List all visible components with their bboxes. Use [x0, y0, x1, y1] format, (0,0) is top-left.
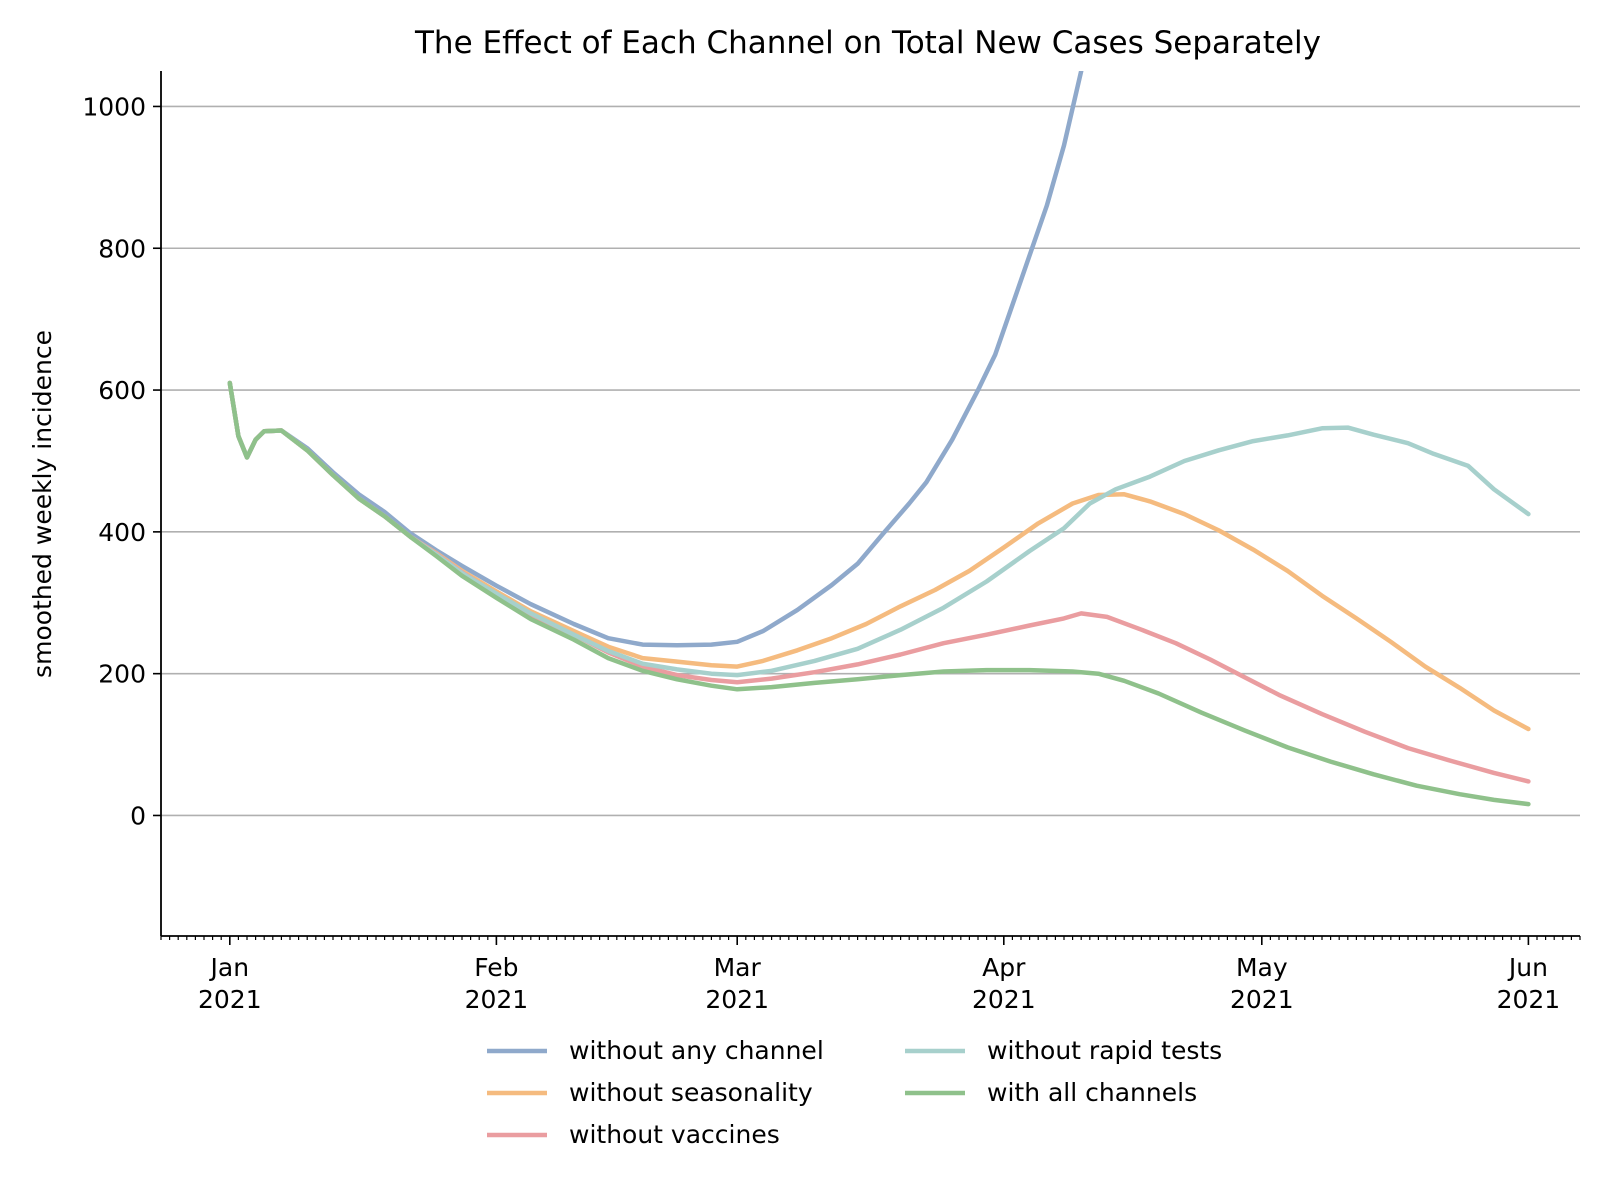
- legend-label: without any channel: [569, 1036, 824, 1065]
- series-line-0: [227, 71, 1084, 648]
- legend-label: without vaccines: [569, 1120, 780, 1149]
- grid-lines: [161, 105, 1580, 817]
- legend-item: without vaccines: [487, 1120, 780, 1149]
- y-ticks: 0 200 400 600 800 1000: [82, 92, 161, 830]
- y-tick-label: 800: [98, 234, 146, 263]
- y-tick-label: 600: [98, 376, 146, 405]
- y-tick-label: 1000: [82, 92, 146, 121]
- axes: [160, 71, 1580, 937]
- chart-title: The Effect of Each Channel on Total New …: [414, 25, 1321, 61]
- legend-item: without any channel: [487, 1036, 824, 1065]
- y-tick-label: 400: [98, 518, 146, 547]
- y-axis-label: smoothed weekly incidence: [28, 330, 57, 678]
- legend-item: with all channels: [905, 1078, 1197, 1107]
- x-tick-label: Feb: [474, 953, 518, 982]
- x-tick-label: Jan: [209, 953, 250, 982]
- x-tick-label: Apr: [982, 953, 1026, 982]
- x-tick-label: 2021: [465, 985, 529, 1014]
- series-line-2: [227, 380, 1531, 784]
- x-tick-label: 2021: [198, 985, 262, 1014]
- x-tick-label: 2021: [1230, 985, 1294, 1014]
- x-tick-label: May: [1236, 953, 1288, 982]
- legend-label: without rapid tests: [987, 1036, 1222, 1065]
- x-tick-label: 2021: [972, 985, 1036, 1014]
- series-line-3: [227, 380, 1531, 678]
- legend-label: without seasonality: [569, 1078, 813, 1107]
- x-tick-label: 2021: [1497, 985, 1561, 1014]
- y-tick-label: 200: [98, 660, 146, 689]
- x-tick-label: Mar: [714, 953, 762, 982]
- legend-item: without rapid tests: [905, 1036, 1222, 1065]
- legend-label: with all channels: [987, 1078, 1197, 1107]
- series-lines: [227, 71, 1531, 807]
- x-ticks: Jan 2021 Feb 2021 Mar 2021 Apr 2021 May 2021 Jun 20…: [160, 936, 1581, 1014]
- x-tick-label: Jun: [1507, 953, 1548, 982]
- legend: without any channel without seasonality wi…: [487, 1036, 1222, 1149]
- x-tick-label: 2021: [705, 985, 769, 1014]
- series-line-4: [227, 380, 1531, 807]
- legend-item: without seasonality: [487, 1078, 813, 1107]
- y-tick-label: 0: [130, 801, 146, 830]
